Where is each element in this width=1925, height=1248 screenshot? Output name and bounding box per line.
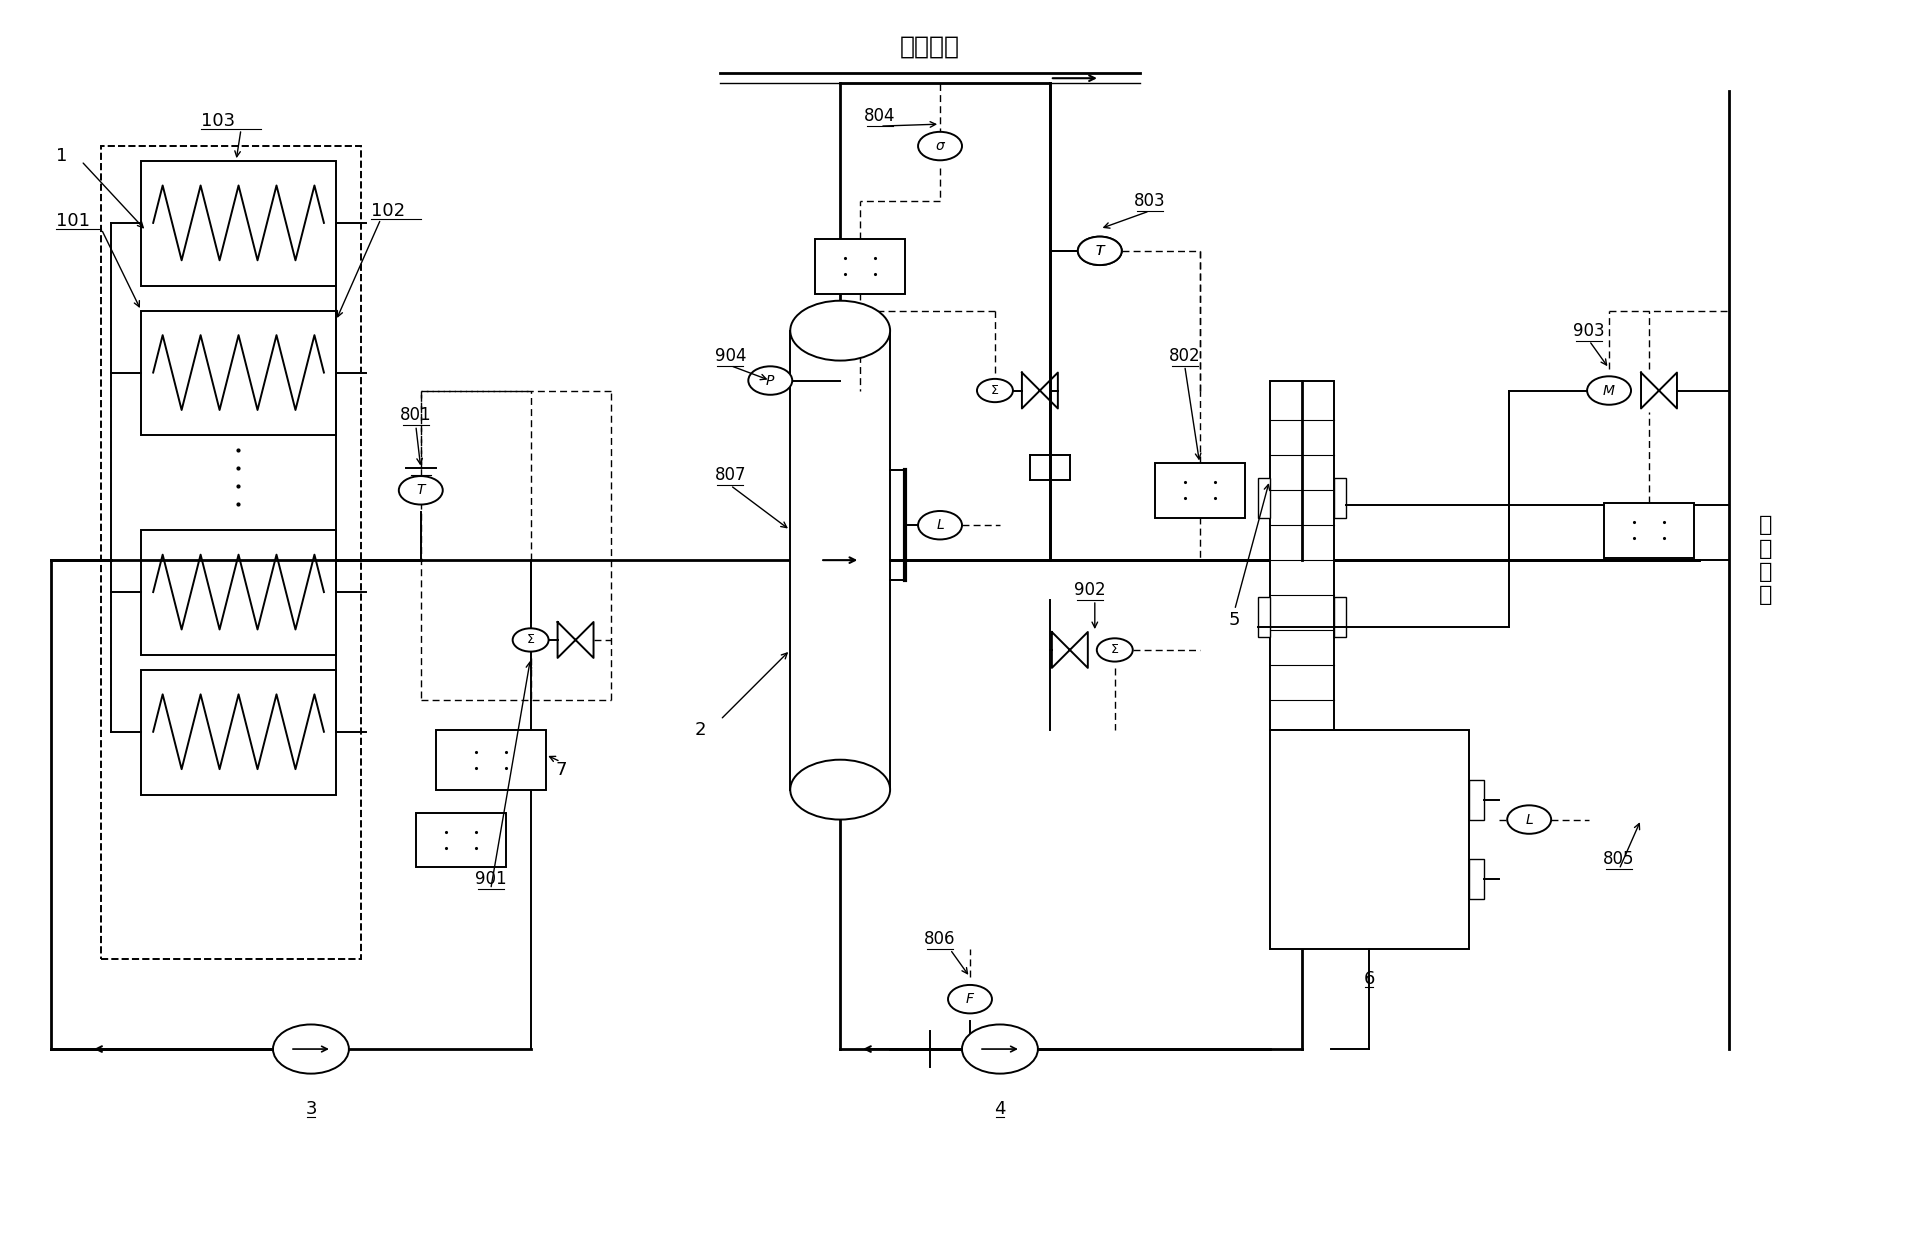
Ellipse shape	[791, 760, 889, 820]
Text: 4: 4	[993, 1099, 1005, 1118]
Circle shape	[749, 367, 793, 394]
Bar	[102, 146, 360, 960]
Bar	[435, 730, 545, 790]
Text: 蒸汽管网: 蒸汽管网	[901, 34, 961, 59]
Circle shape	[962, 1025, 1038, 1073]
Text: 805: 805	[1604, 850, 1634, 869]
Text: T: T	[1095, 243, 1105, 258]
Text: F: F	[966, 992, 974, 1006]
Text: 803: 803	[1134, 192, 1165, 210]
Bar	[1334, 597, 1346, 636]
Circle shape	[1097, 638, 1132, 661]
Bar	[814, 238, 905, 293]
Bar	[1257, 478, 1270, 518]
Text: 904: 904	[714, 347, 747, 364]
Circle shape	[918, 132, 962, 160]
Text: 101: 101	[56, 212, 90, 230]
Text: 除
盐
水
管: 除 盐 水 管	[1759, 515, 1773, 605]
Text: M: M	[1604, 383, 1615, 398]
Text: 6: 6	[1363, 970, 1374, 988]
Bar	[791, 331, 889, 790]
Ellipse shape	[791, 301, 889, 361]
Bar	[416, 812, 506, 867]
Text: 5: 5	[1228, 612, 1240, 629]
Bar	[1270, 381, 1334, 730]
Text: L: L	[936, 518, 943, 532]
Text: Σ: Σ	[1111, 644, 1118, 656]
Circle shape	[947, 985, 991, 1013]
Bar	[141, 311, 335, 436]
Circle shape	[978, 379, 1013, 402]
Text: 3: 3	[306, 1099, 318, 1118]
Circle shape	[273, 1025, 348, 1073]
Bar	[1469, 780, 1484, 820]
Bar	[141, 670, 335, 795]
Text: L: L	[1525, 812, 1532, 826]
Bar	[1469, 860, 1484, 900]
Circle shape	[918, 510, 962, 539]
Bar	[1334, 478, 1346, 518]
Text: 1: 1	[56, 147, 67, 165]
Text: 804: 804	[864, 107, 895, 125]
Text: 103: 103	[200, 112, 235, 130]
Bar	[1257, 597, 1270, 636]
Bar	[1604, 503, 1694, 558]
Circle shape	[1078, 237, 1122, 265]
Bar	[1155, 463, 1245, 518]
Text: P: P	[766, 373, 774, 388]
Circle shape	[1507, 805, 1552, 834]
Text: 801: 801	[400, 407, 431, 424]
Text: 802: 802	[1168, 347, 1201, 364]
Text: σ: σ	[936, 139, 945, 154]
Bar	[141, 161, 335, 286]
Text: Σ: Σ	[527, 634, 535, 646]
Bar	[141, 530, 335, 655]
Text: T: T	[416, 483, 425, 497]
Text: 901: 901	[475, 870, 506, 889]
Text: 7: 7	[556, 761, 568, 779]
Circle shape	[398, 475, 443, 504]
Circle shape	[1078, 237, 1122, 265]
Text: T: T	[1095, 243, 1105, 258]
Text: 102: 102	[372, 202, 404, 220]
Circle shape	[1586, 377, 1630, 404]
Text: 902: 902	[1074, 582, 1105, 599]
Circle shape	[512, 628, 549, 651]
Text: 903: 903	[1573, 322, 1605, 339]
Text: Σ: Σ	[991, 384, 999, 397]
Text: 2: 2	[695, 721, 706, 739]
Text: 806: 806	[924, 930, 957, 948]
Bar	[1270, 730, 1469, 950]
Text: 807: 807	[714, 467, 747, 484]
